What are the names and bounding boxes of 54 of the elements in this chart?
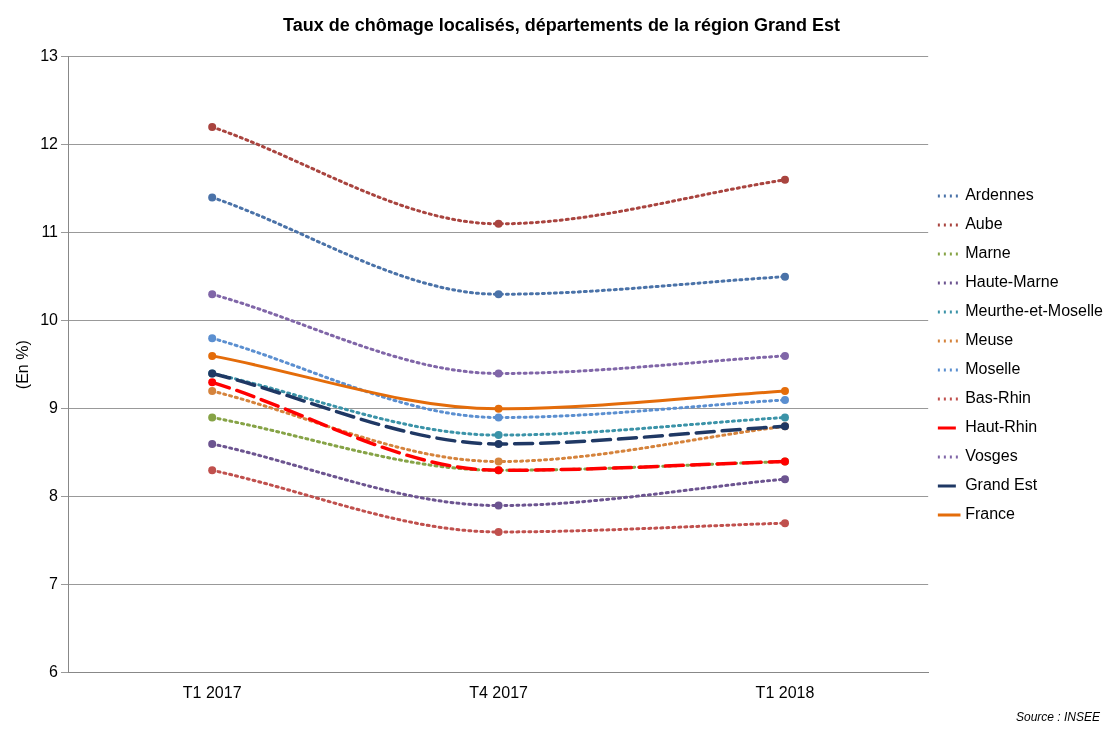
y-axis-title: (En %): [14, 340, 32, 390]
y-tick-label: 6: [49, 663, 59, 681]
legend-label: Haute-Marne: [965, 273, 1059, 291]
point: [780, 413, 789, 422]
point: [494, 290, 503, 299]
y-tick-label: 8: [49, 487, 59, 505]
point: [494, 413, 503, 422]
point: [494, 369, 503, 378]
point: [780, 272, 789, 281]
point: [494, 501, 503, 510]
point: [208, 123, 217, 132]
point: [780, 475, 789, 484]
point: [208, 351, 217, 360]
point: [494, 439, 503, 448]
legend-label: Meurthe-et-Moselle: [965, 302, 1104, 320]
point: [494, 527, 503, 536]
point: [208, 334, 217, 343]
y-tick-label: 11: [41, 223, 59, 241]
point: [208, 378, 217, 387]
legend-label: Aube: [965, 215, 1003, 233]
point: [494, 431, 503, 440]
point: [494, 219, 503, 228]
point: [494, 457, 503, 466]
point: [208, 466, 217, 475]
x-tick-label: T1 2017: [182, 683, 242, 701]
point: [208, 193, 217, 202]
point: [780, 387, 789, 396]
point: [780, 175, 789, 184]
point: [494, 404, 503, 413]
chart-title: Taux de chômage localisés, départements de la région Grand Est: [283, 14, 840, 35]
legend-label: Ardennes: [965, 186, 1034, 204]
y-tick-label: 7: [49, 575, 59, 593]
point: [208, 413, 217, 422]
y-tick-label: 9: [49, 399, 59, 417]
x-tick-label: T1 2018: [755, 683, 815, 701]
legend-label: Meuse: [965, 331, 1014, 349]
point: [208, 439, 217, 448]
legend-label: Vosges: [965, 447, 1018, 465]
point: [780, 351, 789, 360]
legend-label: Grand Est: [965, 476, 1038, 494]
legend-label: Bas-Rhin: [965, 389, 1031, 407]
point: [780, 519, 789, 528]
point: [208, 387, 217, 396]
legend-label: Moselle: [965, 360, 1021, 378]
legend-label: Haut-Rhin: [965, 418, 1038, 436]
x-tick-label: T4 2017: [469, 683, 529, 701]
source-note: Source : INSEE: [1015, 710, 1101, 725]
point: [780, 395, 789, 404]
legend-label: France: [965, 505, 1016, 523]
legend-label: Marne: [965, 244, 1011, 262]
y-tick-label: 13: [40, 47, 59, 65]
y-tick-label: 12: [40, 135, 59, 153]
y-tick-label: 10: [40, 311, 59, 329]
point: [208, 290, 217, 299]
